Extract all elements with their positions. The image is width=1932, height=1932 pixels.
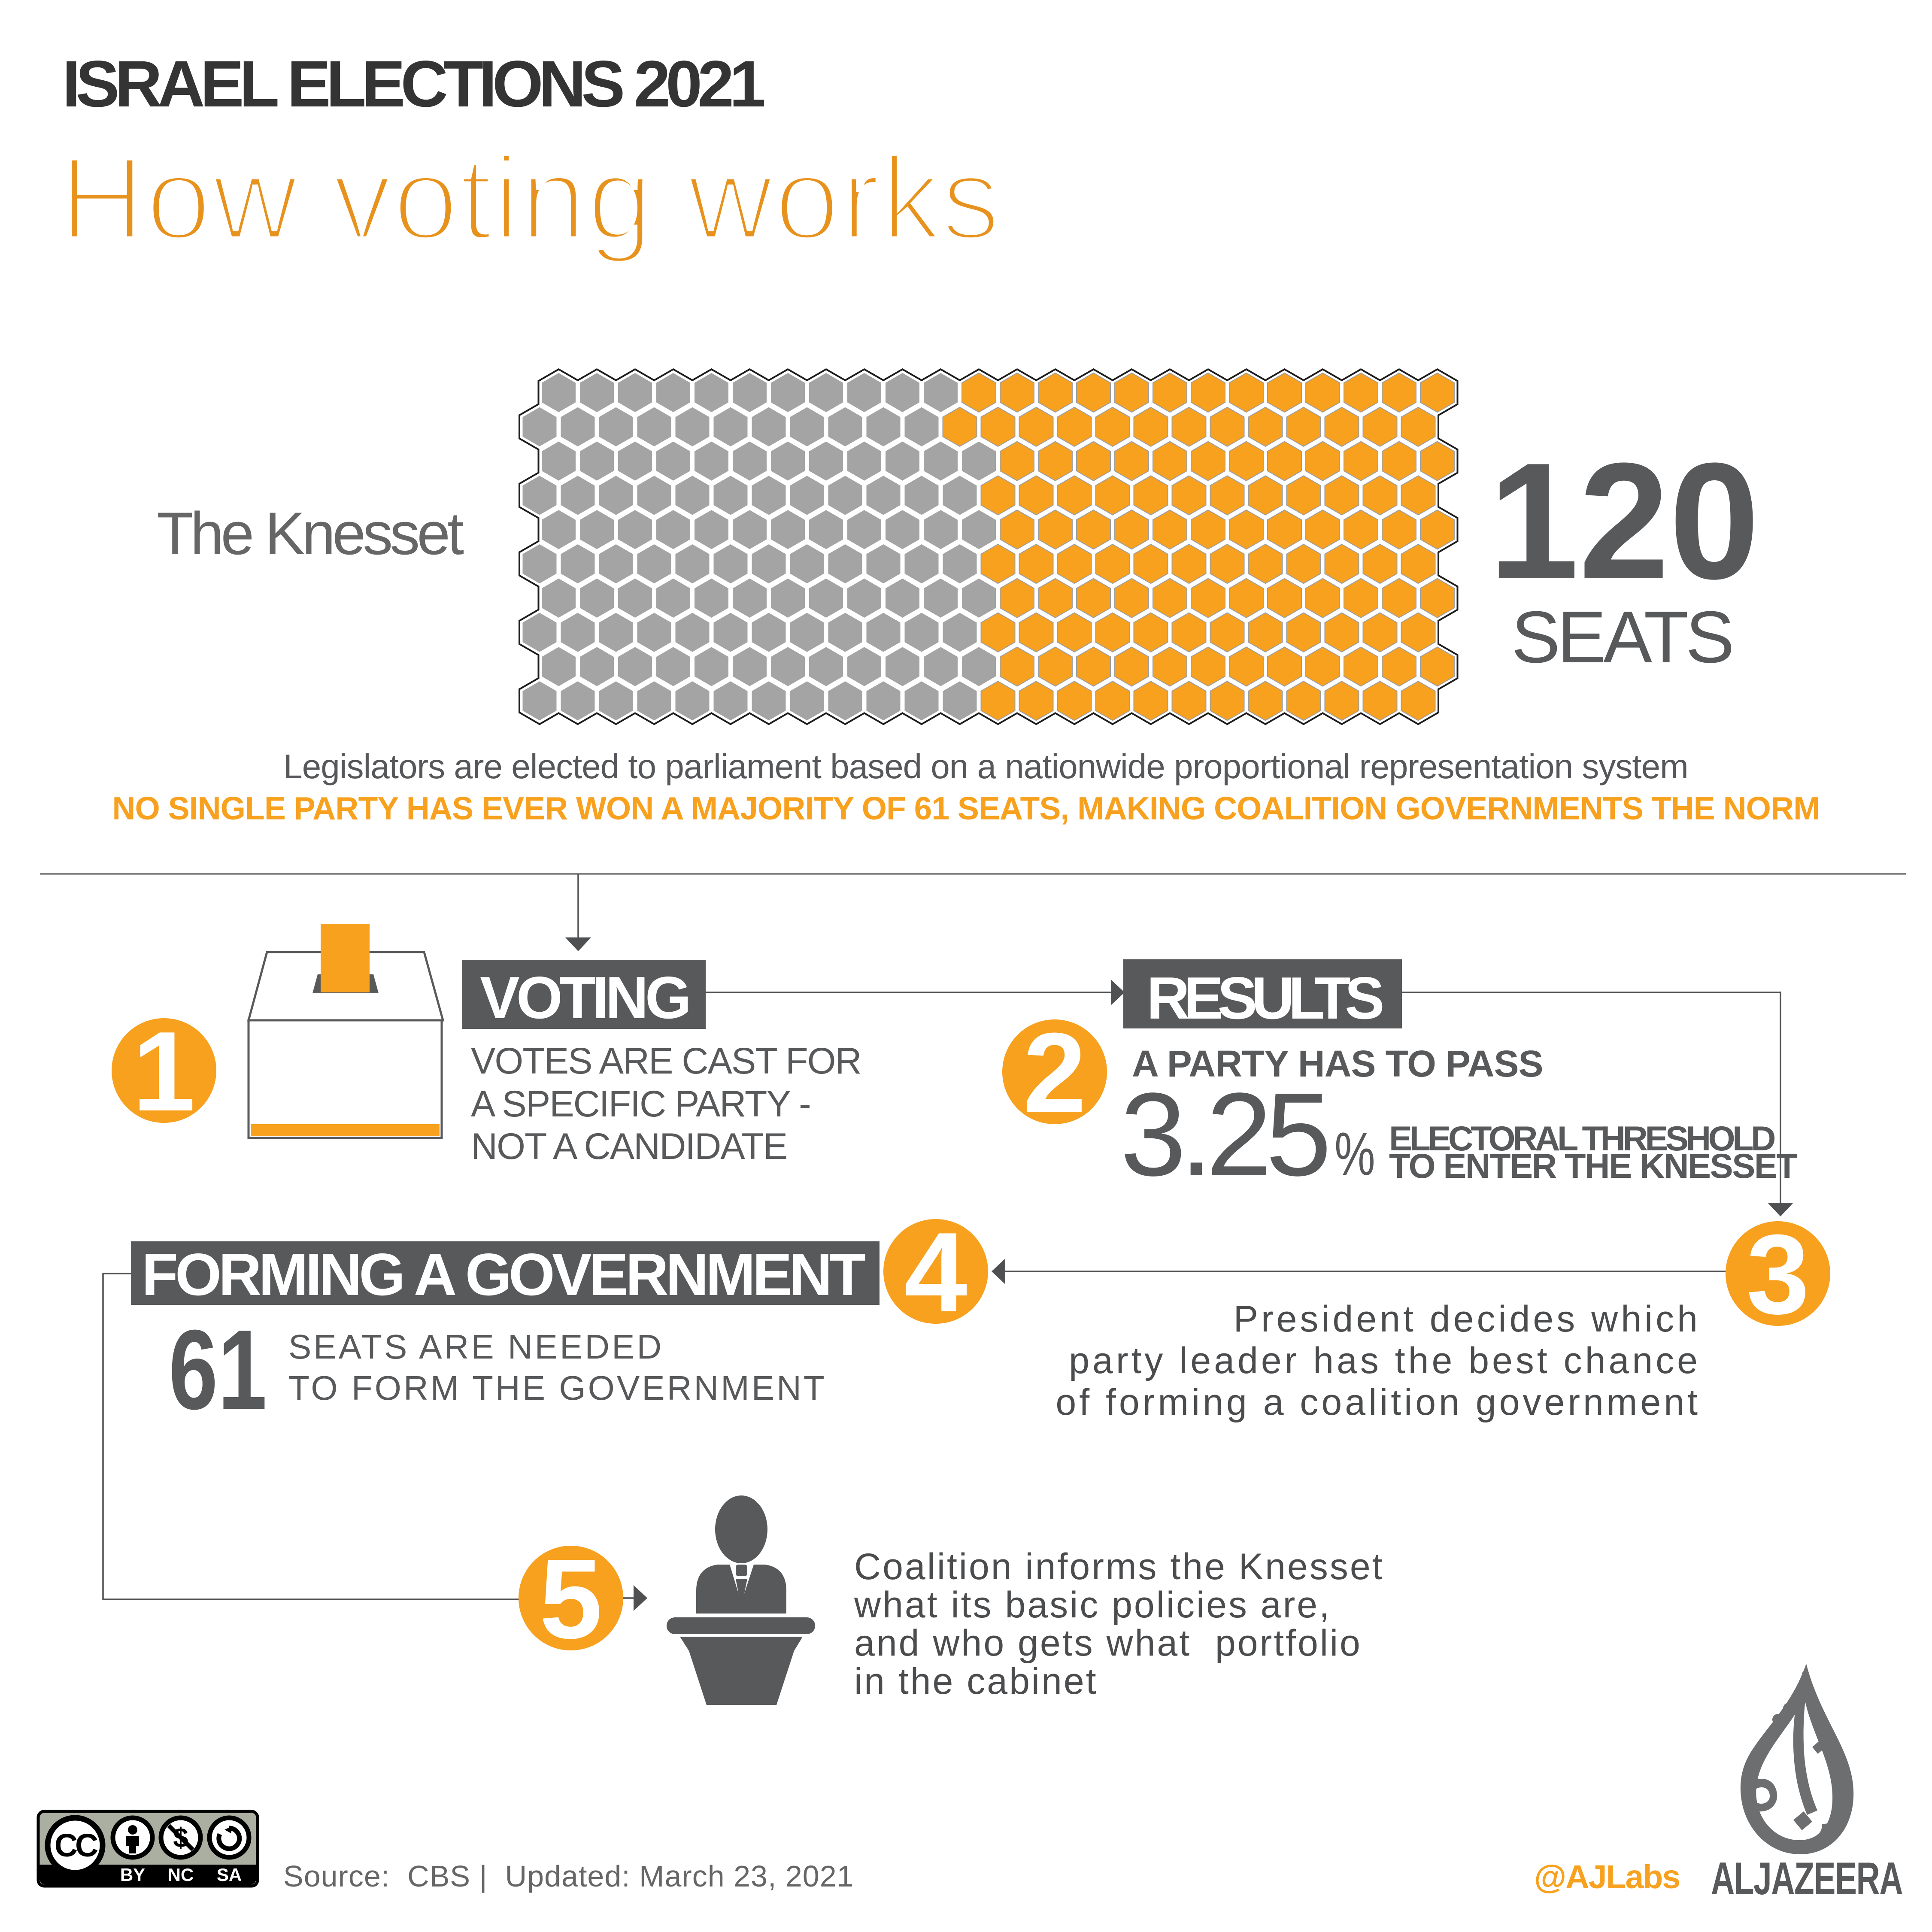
svg-text:3: 3 [1747, 1211, 1810, 1338]
svg-text:4: 4 [904, 1209, 968, 1335]
svg-text:NC: NC [168, 1865, 194, 1885]
svg-text:CC: CC [55, 1827, 98, 1863]
svg-text:BY: BY [120, 1865, 145, 1885]
svg-text:2: 2 [1023, 1009, 1086, 1136]
svg-text:SA: SA [217, 1865, 242, 1885]
svg-text:5: 5 [540, 1535, 603, 1662]
svg-text:1: 1 [133, 1008, 196, 1134]
